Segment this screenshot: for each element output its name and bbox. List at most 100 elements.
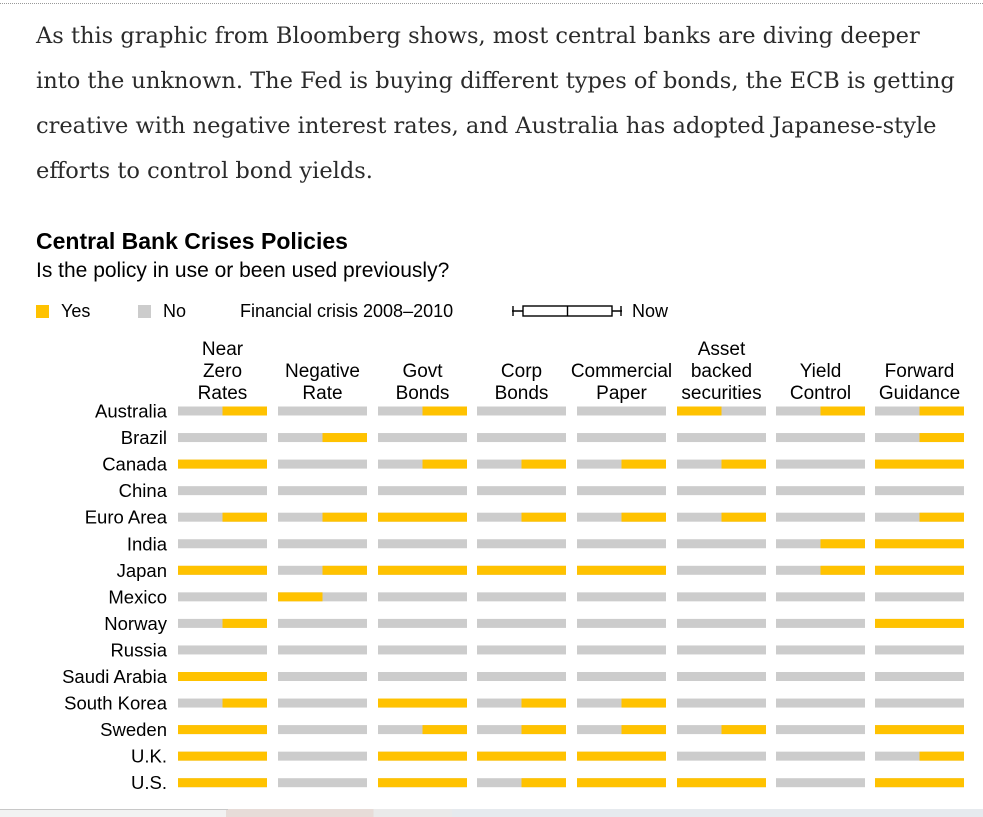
cell-track	[776, 618, 865, 628]
policy-active-segment	[521, 698, 566, 708]
cell-track	[677, 565, 766, 575]
cell-track	[577, 645, 666, 655]
row-label: U.K.	[131, 746, 167, 767]
cell-track	[677, 645, 766, 655]
policy-active-segment	[378, 778, 467, 788]
column-header-line: securities	[681, 383, 761, 404]
cell-track	[378, 592, 467, 602]
policy-active-segment	[577, 778, 666, 788]
cell-track	[477, 433, 566, 443]
cell-track	[278, 778, 367, 788]
cell-track	[378, 618, 467, 628]
cell-track	[477, 592, 566, 602]
cell-track	[477, 406, 566, 416]
row-label: Mexico	[108, 586, 167, 607]
policy-active-segment	[322, 433, 367, 443]
column-header-line: Bonds	[396, 383, 450, 404]
row-label: Russia	[110, 639, 167, 660]
cell-track	[776, 751, 865, 761]
cell-track	[577, 672, 666, 681]
timeline-key-icon	[512, 305, 622, 317]
policy-active-segment	[378, 751, 467, 761]
cell-track	[577, 406, 666, 416]
article-paragraph: As this graphic from Bloomberg shows, mo…	[36, 23, 955, 184]
top-divider	[0, 3, 983, 4]
column-header-line: Near	[202, 339, 244, 360]
cell-track	[776, 778, 865, 788]
cell-track	[278, 539, 367, 549]
policy-active-segment	[721, 725, 766, 735]
policy-active-segment	[875, 539, 964, 549]
cell-track	[278, 618, 367, 628]
cell-track	[378, 433, 467, 443]
policy-active-segment	[677, 778, 766, 788]
column-header-line: Negative	[285, 361, 360, 382]
policy-active-segment	[875, 725, 964, 735]
cell-track	[278, 486, 367, 496]
cell-track	[677, 618, 766, 628]
policy-active-segment	[919, 751, 964, 761]
policy-active-segment	[278, 592, 323, 602]
row-label: Euro Area	[85, 507, 168, 528]
cell-track	[776, 459, 865, 469]
column-header-line: Zero	[203, 361, 242, 382]
policy-active-segment	[477, 565, 566, 575]
column-header-line: backed	[691, 361, 752, 382]
policy-active-segment	[521, 459, 566, 469]
policy-active-segment	[919, 433, 964, 443]
cell-track	[477, 672, 566, 681]
policy-active-segment	[621, 459, 666, 469]
policy-active-segment	[178, 725, 267, 735]
column-header-line: Govt	[402, 361, 443, 382]
column-header-line: Bonds	[495, 383, 549, 404]
cell-track	[677, 486, 766, 496]
policy-active-segment	[422, 725, 467, 735]
policy-active-segment	[820, 539, 865, 549]
cell-track	[776, 725, 865, 735]
policy-chart: NearZeroRatesNegativeRateGovtBondsCorpBo…	[62, 339, 964, 793]
cell-track	[278, 725, 367, 735]
policy-active-segment	[178, 751, 267, 761]
cell-track	[677, 698, 766, 708]
cell-track	[776, 486, 865, 496]
policy-active-segment	[178, 672, 267, 681]
cell-track	[477, 539, 566, 549]
policy-active-segment	[422, 406, 467, 416]
cell-track	[776, 433, 865, 443]
cell-track	[178, 592, 267, 602]
cell-track	[677, 672, 766, 681]
cell-track	[875, 592, 964, 602]
row-label: Canada	[102, 454, 168, 475]
policy-active-segment	[820, 565, 865, 575]
policy-active-segment	[919, 512, 964, 522]
cell-track	[776, 672, 865, 681]
cell-track	[776, 512, 865, 522]
policy-active-segment	[222, 698, 267, 708]
row-label: U.S.	[131, 772, 167, 793]
policy-active-segment	[820, 406, 865, 416]
cell-track	[677, 539, 766, 549]
cell-track	[278, 459, 367, 469]
column-header-line: Guidance	[879, 383, 960, 404]
policy-active-segment	[721, 459, 766, 469]
chart-subtitle: Is the policy in use or been used previo…	[36, 259, 450, 282]
cell-track	[278, 406, 367, 416]
policy-active-segment	[477, 751, 566, 761]
column-header-line: Rate	[302, 383, 342, 404]
row-label: Australia	[95, 401, 168, 422]
legend-period-start-label: Financial crisis 2008–2010	[240, 301, 454, 321]
policy-active-segment	[521, 512, 566, 522]
policy-active-segment	[178, 565, 267, 575]
cell-track	[278, 672, 367, 681]
legend-period-end-label: Now	[632, 301, 669, 321]
cell-track	[776, 698, 865, 708]
legend-no-label: No	[163, 301, 187, 321]
policy-active-segment	[621, 512, 666, 522]
chart-title: Central Bank Crises Policies	[36, 228, 348, 254]
policy-active-segment	[875, 459, 964, 469]
policy-active-segment	[875, 565, 964, 575]
policy-active-segment	[322, 565, 367, 575]
policy-active-segment	[721, 512, 766, 522]
cell-track	[378, 672, 467, 681]
column-header-line: Asset	[698, 339, 746, 360]
